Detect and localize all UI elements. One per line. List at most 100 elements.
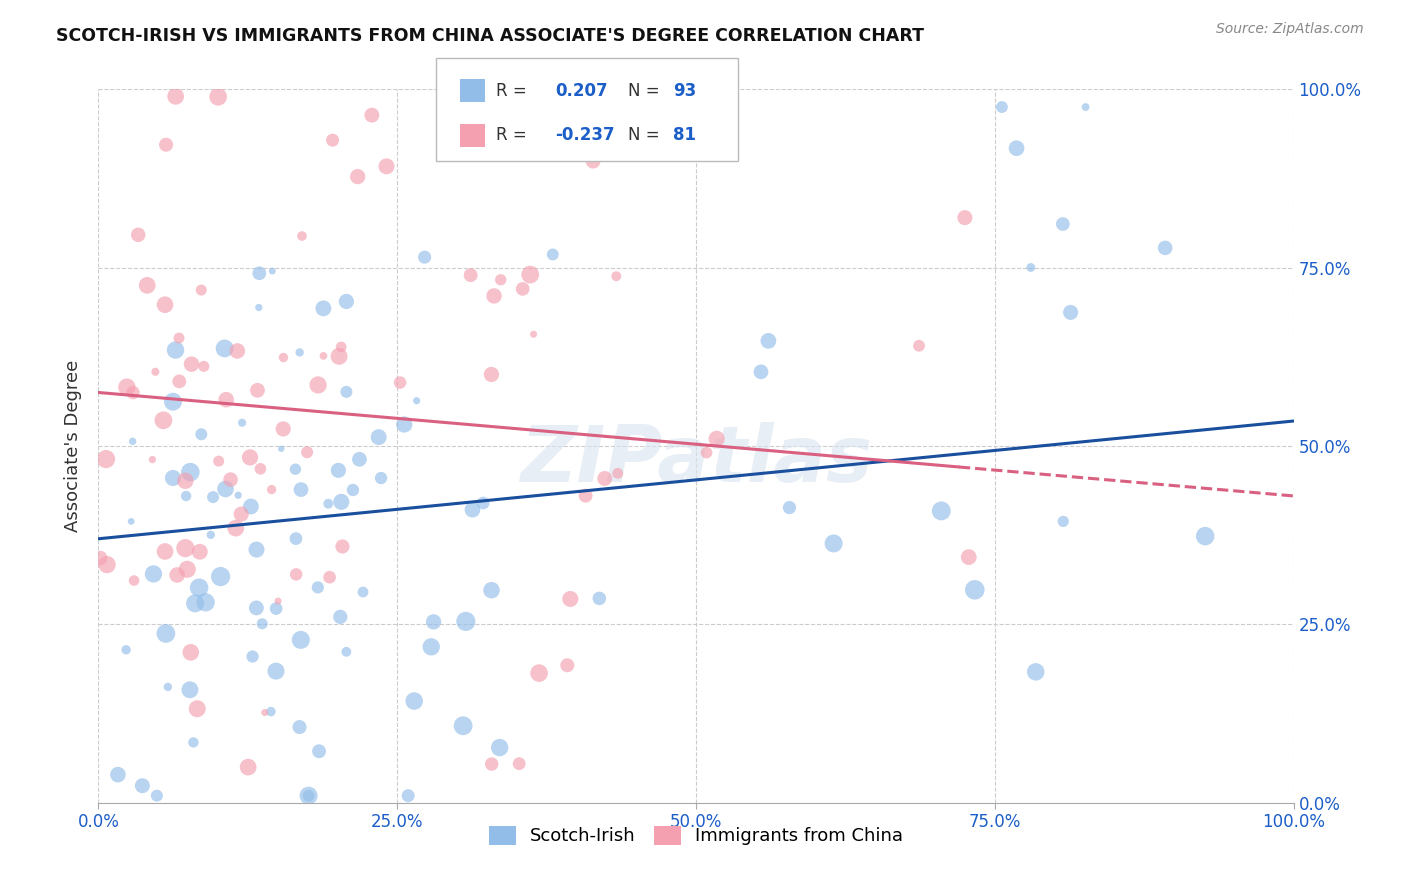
Text: 0.207: 0.207 <box>555 81 607 100</box>
Point <box>439 105 461 120</box>
Point <box>527 666 550 681</box>
Point <box>194 595 217 609</box>
Point <box>706 432 728 446</box>
Point <box>307 581 329 595</box>
Point <box>1154 241 1177 255</box>
Point <box>186 702 208 716</box>
Point <box>696 445 718 459</box>
Point <box>115 380 138 394</box>
Point <box>330 340 353 354</box>
Point <box>252 616 274 631</box>
Point <box>245 601 267 615</box>
Point <box>122 385 145 400</box>
Point <box>394 417 416 432</box>
Point <box>214 342 236 356</box>
Point <box>908 339 931 353</box>
Point <box>481 583 503 598</box>
Point <box>145 365 167 379</box>
Point <box>200 528 222 542</box>
Point <box>202 490 225 504</box>
Point <box>180 645 202 659</box>
Point <box>512 282 534 296</box>
Point <box>605 269 627 284</box>
Point <box>153 544 176 558</box>
Point <box>162 471 184 485</box>
Point <box>183 735 205 749</box>
Point <box>472 496 495 510</box>
Point <box>264 601 287 615</box>
Point <box>749 365 772 379</box>
Point <box>335 645 357 659</box>
Point <box>188 581 211 595</box>
Point <box>389 376 412 390</box>
Point <box>180 357 202 371</box>
Point <box>146 789 169 803</box>
Point <box>290 483 312 497</box>
Point <box>167 331 190 345</box>
Point <box>297 789 319 803</box>
Point <box>963 582 986 597</box>
Point <box>236 760 259 774</box>
Point <box>264 664 287 678</box>
Point <box>94 452 117 467</box>
Point <box>290 632 312 647</box>
Point <box>335 294 357 309</box>
Point <box>574 489 596 503</box>
Point <box>239 500 262 514</box>
Point <box>226 488 249 502</box>
Point <box>193 359 215 374</box>
Point <box>318 497 340 511</box>
Point <box>209 569 232 583</box>
Point <box>582 154 605 169</box>
Point <box>991 100 1014 114</box>
Point <box>122 574 145 588</box>
Point <box>127 227 149 242</box>
Point <box>1019 260 1042 275</box>
Point <box>352 585 374 599</box>
Point <box>488 740 510 755</box>
Text: ZIPatlas: ZIPatlas <box>520 422 872 499</box>
Point <box>156 680 179 694</box>
FancyBboxPatch shape <box>460 124 485 147</box>
Point <box>155 137 177 152</box>
Point <box>288 720 311 734</box>
Point <box>226 343 249 358</box>
Point <box>370 471 392 485</box>
Point <box>489 273 512 287</box>
Point <box>318 570 340 584</box>
Text: R =: R = <box>496 81 533 100</box>
Point <box>929 504 952 518</box>
Point <box>823 536 845 550</box>
Point <box>273 351 295 365</box>
Point <box>367 430 389 444</box>
Point <box>271 422 294 436</box>
Point <box>107 767 129 781</box>
Point <box>1074 100 1097 114</box>
Point <box>179 682 201 697</box>
Point <box>262 264 284 278</box>
Text: SCOTCH-IRISH VS IMMIGRANTS FROM CHINA ASSOCIATE'S DEGREE CORRELATION CHART: SCOTCH-IRISH VS IMMIGRANTS FROM CHINA AS… <box>56 27 924 45</box>
Point <box>242 649 264 664</box>
Point <box>260 483 283 497</box>
Point <box>335 384 357 399</box>
FancyBboxPatch shape <box>460 79 485 102</box>
Point <box>1025 665 1047 679</box>
Point <box>957 550 980 565</box>
Point <box>239 450 262 465</box>
Point <box>375 160 398 174</box>
Point <box>169 375 191 389</box>
Point <box>231 416 253 430</box>
Point <box>155 626 177 640</box>
Point <box>329 610 352 624</box>
Point <box>308 744 330 758</box>
Point <box>131 779 153 793</box>
Point <box>460 268 482 282</box>
Point <box>342 483 364 497</box>
Point <box>288 345 311 359</box>
Point <box>215 392 238 407</box>
Point <box>190 427 212 442</box>
Point <box>260 705 283 719</box>
Point <box>346 169 368 184</box>
Point <box>349 452 371 467</box>
Point <box>778 500 800 515</box>
